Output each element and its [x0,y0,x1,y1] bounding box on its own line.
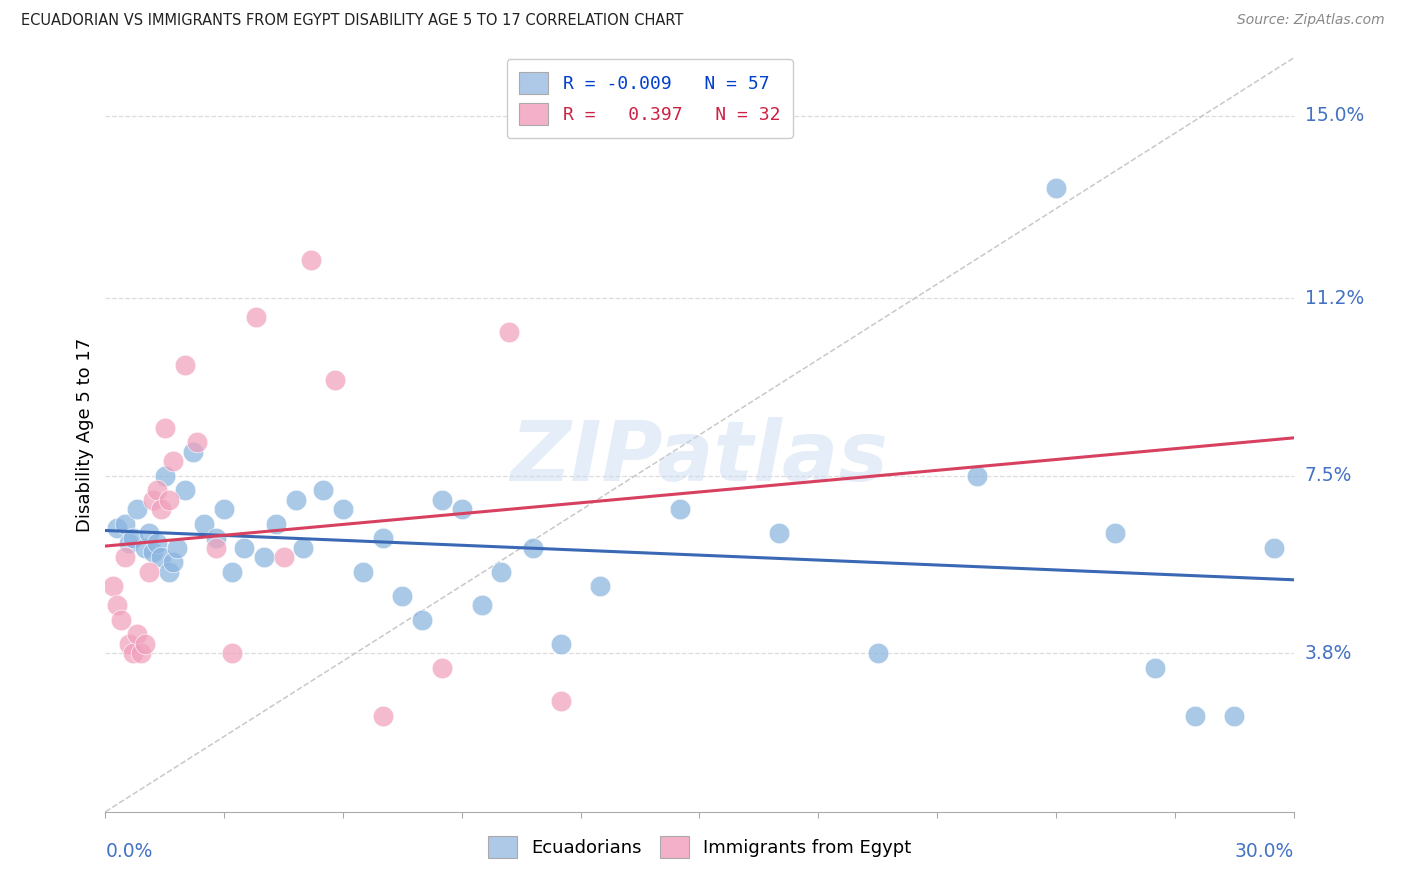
Text: 15.0%: 15.0% [1305,106,1364,125]
Legend: Ecuadorians, Immigrants from Egypt: Ecuadorians, Immigrants from Egypt [478,827,921,867]
Point [430,492,453,507]
Point [668,502,690,516]
Point [471,599,494,613]
Point [105,521,128,535]
Point [114,516,136,531]
Point [162,555,184,569]
Point [114,550,136,565]
Point [193,516,215,531]
Point [1143,661,1166,675]
Point [1184,708,1206,723]
Point [173,358,195,372]
Point [134,637,156,651]
Point [312,483,335,497]
Point [498,325,520,339]
Point [1263,541,1285,555]
Text: 11.2%: 11.2% [1305,288,1364,308]
Point [138,526,160,541]
Point [146,483,169,497]
Point [142,545,165,559]
Point [186,435,208,450]
Point [391,589,413,603]
Point [299,252,322,267]
Point [371,531,394,545]
Point [332,502,354,516]
Point [127,627,149,641]
Point [157,492,180,507]
Point [149,550,172,565]
Text: 0.0%: 0.0% [105,842,153,862]
Point [273,550,295,565]
Y-axis label: Disability Age 5 to 17: Disability Age 5 to 17 [76,338,94,532]
Point [221,646,243,660]
Point [866,646,889,660]
Point [550,694,572,708]
Point [550,637,572,651]
Point [284,492,307,507]
Point [110,613,132,627]
Point [245,310,267,325]
Point [173,483,195,497]
Point [221,565,243,579]
Text: ZIPatlas: ZIPatlas [510,417,889,498]
Point [352,565,374,579]
Point [1104,526,1126,541]
Text: ECUADORIAN VS IMMIGRANTS FROM EGYPT DISABILITY AGE 5 TO 17 CORRELATION CHART: ECUADORIAN VS IMMIGRANTS FROM EGYPT DISA… [21,13,683,29]
Point [153,420,176,434]
Point [157,565,180,579]
Point [589,579,612,593]
Text: 7.5%: 7.5% [1305,467,1353,485]
Point [214,502,236,516]
Text: 30.0%: 30.0% [1234,842,1294,862]
Point [146,536,169,550]
Point [205,531,228,545]
Point [292,541,315,555]
Point [138,565,160,579]
Point [118,536,141,550]
Point [122,531,145,545]
Point [122,646,145,660]
Point [127,502,149,516]
Point [233,541,256,555]
Point [153,468,176,483]
Point [142,492,165,507]
Point [162,454,184,468]
Point [1223,708,1246,723]
Point [105,599,128,613]
Point [181,444,204,458]
Point [264,516,287,531]
Point [966,468,988,483]
Point [134,541,156,555]
Point [149,502,172,516]
Point [491,565,513,579]
Point [430,661,453,675]
Point [103,579,125,593]
Point [1045,180,1067,194]
Point [205,541,228,555]
Point [371,708,394,723]
Text: Source: ZipAtlas.com: Source: ZipAtlas.com [1237,13,1385,28]
Point [323,373,346,387]
Point [768,526,790,541]
Point [411,613,433,627]
Point [129,646,152,660]
Point [166,541,188,555]
Point [450,502,472,516]
Point [522,541,544,555]
Point [253,550,276,565]
Point [118,637,141,651]
Text: 3.8%: 3.8% [1305,644,1353,663]
